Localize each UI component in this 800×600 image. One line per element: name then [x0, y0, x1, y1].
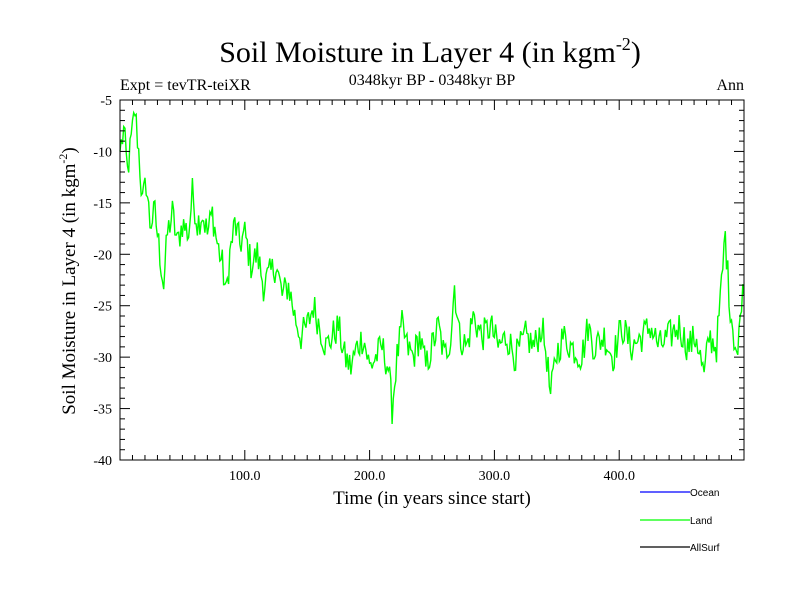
legend: Ocean Land AllSurf — [640, 488, 720, 554]
y-tick-label: -15 — [93, 197, 112, 212]
y-tick-label: -10 — [93, 145, 112, 160]
plot-data — [119, 110, 745, 425]
axis-ticks — [120, 99, 744, 461]
chart-title: Soil Moisture in Layer 4 (in kgm-2) — [219, 34, 641, 69]
experiment-label: Expt = tevTR-teiXR — [120, 77, 251, 94]
y-tick-label: -20 — [93, 248, 112, 263]
tick-labels: -5 -10 -15 -20 -25 -30 -35 -40 100.0 200.0 300.0 40… — [93, 94, 635, 484]
x-tick-label: 300.0 — [479, 469, 511, 484]
chart-subtitle: 0348kyr BP - 0348kyr BP — [349, 72, 516, 89]
y-tick-label: -35 — [93, 403, 112, 418]
y-axis-label: Soil Moisture in Layer 4 (in kgm-2) — [56, 147, 80, 415]
season-label: Ann — [716, 77, 744, 94]
y-tick-label: -40 — [93, 454, 112, 469]
y-tick-label: -30 — [93, 351, 112, 366]
legend-allsurf-label: AllSurf — [690, 543, 720, 554]
x-tick-label: 200.0 — [354, 469, 386, 484]
plot-frame — [119, 99, 745, 461]
x-axis-label: Time (in years since start) — [333, 488, 531, 509]
y-tick-label: -25 — [93, 300, 112, 315]
legend-land-label: Land — [690, 516, 712, 527]
x-tick-label: 400.0 — [603, 469, 635, 484]
x-tick-label: 100.0 — [229, 469, 261, 484]
series-line-land — [119, 110, 745, 425]
y-tick-label: -5 — [100, 94, 112, 109]
legend-ocean-label: Ocean — [690, 488, 719, 499]
